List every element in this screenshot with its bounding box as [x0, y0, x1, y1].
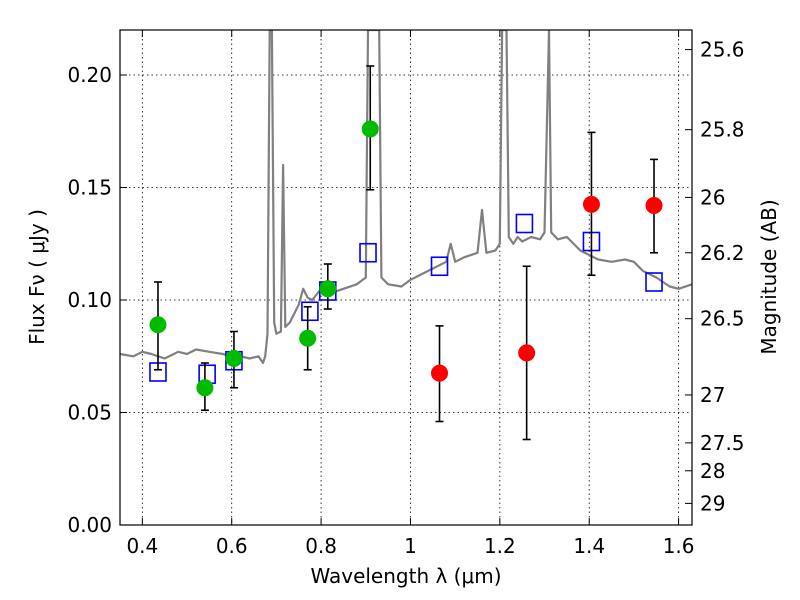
right-tick-label: 26	[700, 185, 725, 209]
right-tick-label: 29	[700, 491, 725, 515]
x-tick-label: 1.2	[484, 534, 516, 558]
x-tick-label: 1.6	[663, 534, 695, 558]
y-axis-label-right: Magnitude (AB)	[757, 199, 781, 354]
model-square-marker	[359, 242, 377, 263]
data-point	[196, 379, 214, 397]
axes: 0.4 0.6 0.8 1 1.2 1.4 1.6 0.00 0.05 0.10 0.15 0.20 2…	[67, 30, 745, 558]
data-point	[319, 280, 337, 298]
data-point	[361, 120, 379, 138]
model-square-marker	[515, 213, 534, 234]
y-tick-label: 0.00	[67, 513, 112, 537]
model-square-marker	[645, 272, 663, 292]
right-tick-label: 26.5	[700, 307, 745, 331]
model-square-marker	[301, 301, 319, 322]
plot-area	[120, 30, 692, 441]
right-tick-label: 25.8	[700, 118, 745, 142]
data-point	[149, 316, 167, 334]
right-tick-label: 26.2	[700, 241, 745, 265]
data-point	[645, 197, 663, 214]
x-tick-label: 1.4	[573, 534, 605, 558]
data-point	[431, 364, 449, 382]
right-tick-label: 28	[700, 459, 725, 483]
plot-frame	[119, 29, 693, 526]
model-square-marker	[430, 256, 449, 277]
right-tick-label: 27.5	[700, 431, 745, 455]
y-tick-label: 0.20	[67, 63, 112, 87]
spectrum-line	[120, 30, 692, 365]
y-tick-label: 0.10	[67, 288, 112, 312]
y-tick-label: 0.15	[67, 176, 112, 200]
right-tick-label: 25.6	[700, 38, 745, 62]
y-axis-label-left: Flux Fν ( μJy )	[25, 209, 49, 345]
x-tick-label: 1	[404, 534, 417, 558]
x-tick-label: 0.8	[305, 534, 337, 558]
data-point	[299, 329, 317, 347]
x-tick-label: 0.4	[126, 534, 158, 558]
grid	[120, 30, 692, 526]
data-point	[518, 344, 536, 362]
data-point	[582, 195, 600, 213]
data-point	[225, 350, 243, 367]
x-axis-label: Wavelength λ (μm)	[310, 564, 501, 588]
right-tick-label: 27	[700, 383, 725, 407]
x-tick-label: 0.6	[216, 534, 248, 558]
y-tick-label: 0.05	[67, 401, 112, 425]
